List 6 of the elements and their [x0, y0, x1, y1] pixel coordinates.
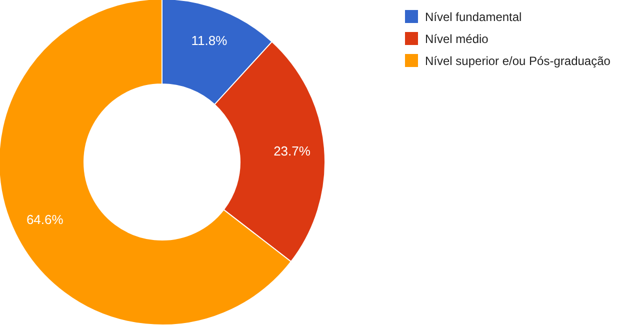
data-label: 64.6%: [26, 212, 64, 228]
legend-label: Nível fundamental: [425, 10, 522, 24]
data-label: 11.8%: [191, 32, 228, 48]
data-label: 23.7%: [274, 143, 311, 158]
legend-label: Nível médio: [425, 32, 489, 46]
legend-label: Nível superior e/ou Pós-graduação: [425, 54, 611, 68]
